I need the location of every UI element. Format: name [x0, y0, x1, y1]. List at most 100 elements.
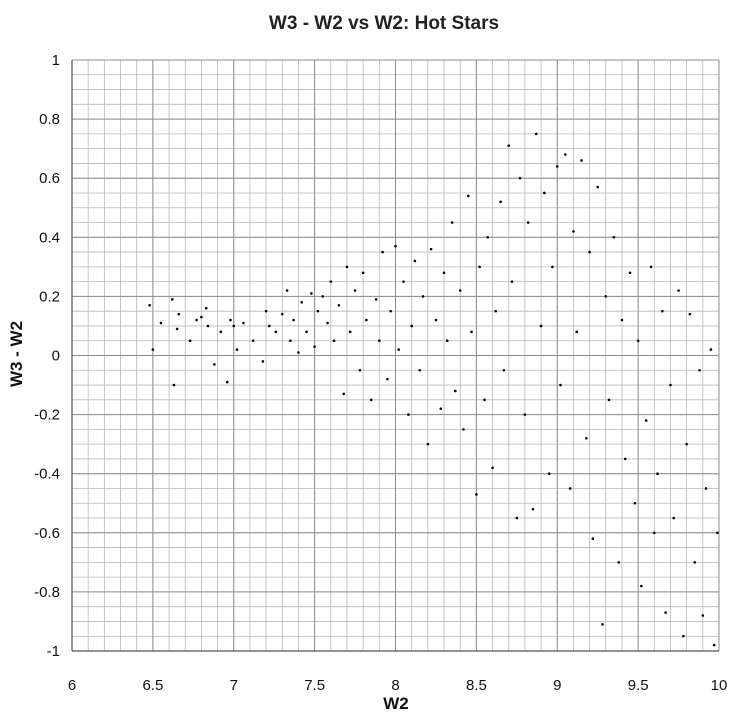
- data-point: [365, 318, 368, 322]
- data-point: [232, 324, 236, 328]
- data-point: [698, 368, 701, 372]
- data-point: [439, 407, 443, 410]
- data-point: [397, 348, 401, 351]
- data-point: [628, 271, 632, 275]
- data-point: [300, 301, 303, 304]
- data-point: [475, 493, 478, 496]
- data-point: [653, 531, 656, 535]
- data-point: [326, 321, 329, 325]
- data-point: [261, 360, 265, 363]
- data-point: [685, 442, 688, 446]
- data-point: [644, 419, 648, 422]
- data-point: [175, 327, 179, 331]
- data-point: [151, 348, 155, 351]
- data-point: [235, 348, 239, 351]
- data-point: [523, 413, 527, 416]
- data-point: [466, 194, 470, 198]
- data-point: [381, 250, 384, 254]
- data-point: [177, 312, 181, 316]
- data-point: [677, 289, 680, 292]
- data-point: [434, 318, 438, 322]
- data-point: [669, 383, 672, 387]
- data-point: [539, 324, 543, 328]
- data-point: [378, 339, 381, 343]
- data-point: [386, 377, 389, 381]
- data-point: [709, 348, 713, 351]
- x-tick-label: 7: [230, 677, 238, 694]
- data-point: [551, 265, 554, 269]
- data-point: [596, 185, 599, 189]
- data-point: [213, 363, 216, 366]
- data-point: [555, 165, 559, 168]
- data-point: [285, 289, 289, 292]
- data-point: [607, 398, 611, 402]
- data-point: [575, 330, 578, 334]
- data-point: [494, 309, 498, 313]
- data-point: [407, 413, 410, 416]
- x-tick-labels: 6 6.5 7 7.5 8 8.5 9 9.5 10: [68, 677, 728, 694]
- data-point: [280, 312, 284, 316]
- data-point: [640, 584, 643, 588]
- x-tick-label: 6: [68, 677, 76, 694]
- data-point: [507, 144, 511, 147]
- data-point: [188, 339, 192, 343]
- data-point: [518, 176, 522, 180]
- data-point: [348, 330, 352, 334]
- data-point: [251, 339, 255, 343]
- data-point: [358, 368, 362, 372]
- data-point: [345, 265, 349, 269]
- data-point: [274, 330, 278, 334]
- data-point: [502, 368, 506, 372]
- y-tick-label: 1: [52, 52, 60, 69]
- x-tick-label: 9.5: [628, 677, 649, 694]
- data-point: [413, 259, 417, 263]
- data-point: [337, 303, 341, 307]
- data-point: [470, 330, 473, 334]
- data-point: [219, 330, 223, 334]
- data-point: [200, 315, 203, 319]
- data-point: [515, 516, 519, 520]
- y-tick-labels: 1 0.8 0.6 0.4 0.2 0 -0.2 -0.4 -0.6 -0.8 -1: [34, 52, 60, 660]
- data-point: [572, 230, 575, 233]
- data-point: [264, 309, 268, 313]
- data-point: [195, 318, 198, 322]
- data-point: [623, 457, 627, 461]
- data-point: [478, 265, 481, 269]
- data-point: [353, 289, 357, 292]
- x-tick-label: 6.5: [142, 677, 163, 694]
- data-point: [483, 398, 486, 402]
- data-point: [591, 537, 595, 541]
- data-point: [229, 318, 232, 322]
- data-point: [329, 280, 333, 283]
- data-point: [617, 561, 621, 564]
- data-point: [636, 339, 640, 343]
- x-tick-label: 10: [711, 677, 728, 694]
- y-tick-label: 0.2: [39, 288, 60, 305]
- data-point: [418, 368, 422, 372]
- data-point: [704, 487, 708, 490]
- data-point: [170, 298, 174, 301]
- data-point: [297, 351, 300, 354]
- data-point: [588, 250, 591, 254]
- data-point: [305, 330, 308, 334]
- data-point: [701, 614, 705, 617]
- data-point: [712, 643, 716, 647]
- data-point: [394, 244, 397, 248]
- data-point: [442, 271, 446, 275]
- y-tick-label: 0.6: [39, 170, 60, 187]
- x-axis-label: W2: [383, 694, 409, 713]
- chart-title: W3 - W2 vs W2: Hot Stars: [269, 13, 499, 34]
- data-point: [612, 236, 616, 239]
- x-tick-label: 9: [553, 677, 561, 694]
- data-point: [688, 312, 692, 316]
- y-tick-label: -1: [47, 643, 60, 660]
- data-point: [531, 507, 535, 511]
- data-point: [486, 236, 489, 239]
- data-point: [633, 501, 637, 505]
- data-point: [361, 271, 365, 275]
- data-point: [601, 623, 604, 626]
- data-point: [620, 318, 624, 322]
- data-point: [656, 472, 659, 476]
- data-point: [462, 428, 465, 431]
